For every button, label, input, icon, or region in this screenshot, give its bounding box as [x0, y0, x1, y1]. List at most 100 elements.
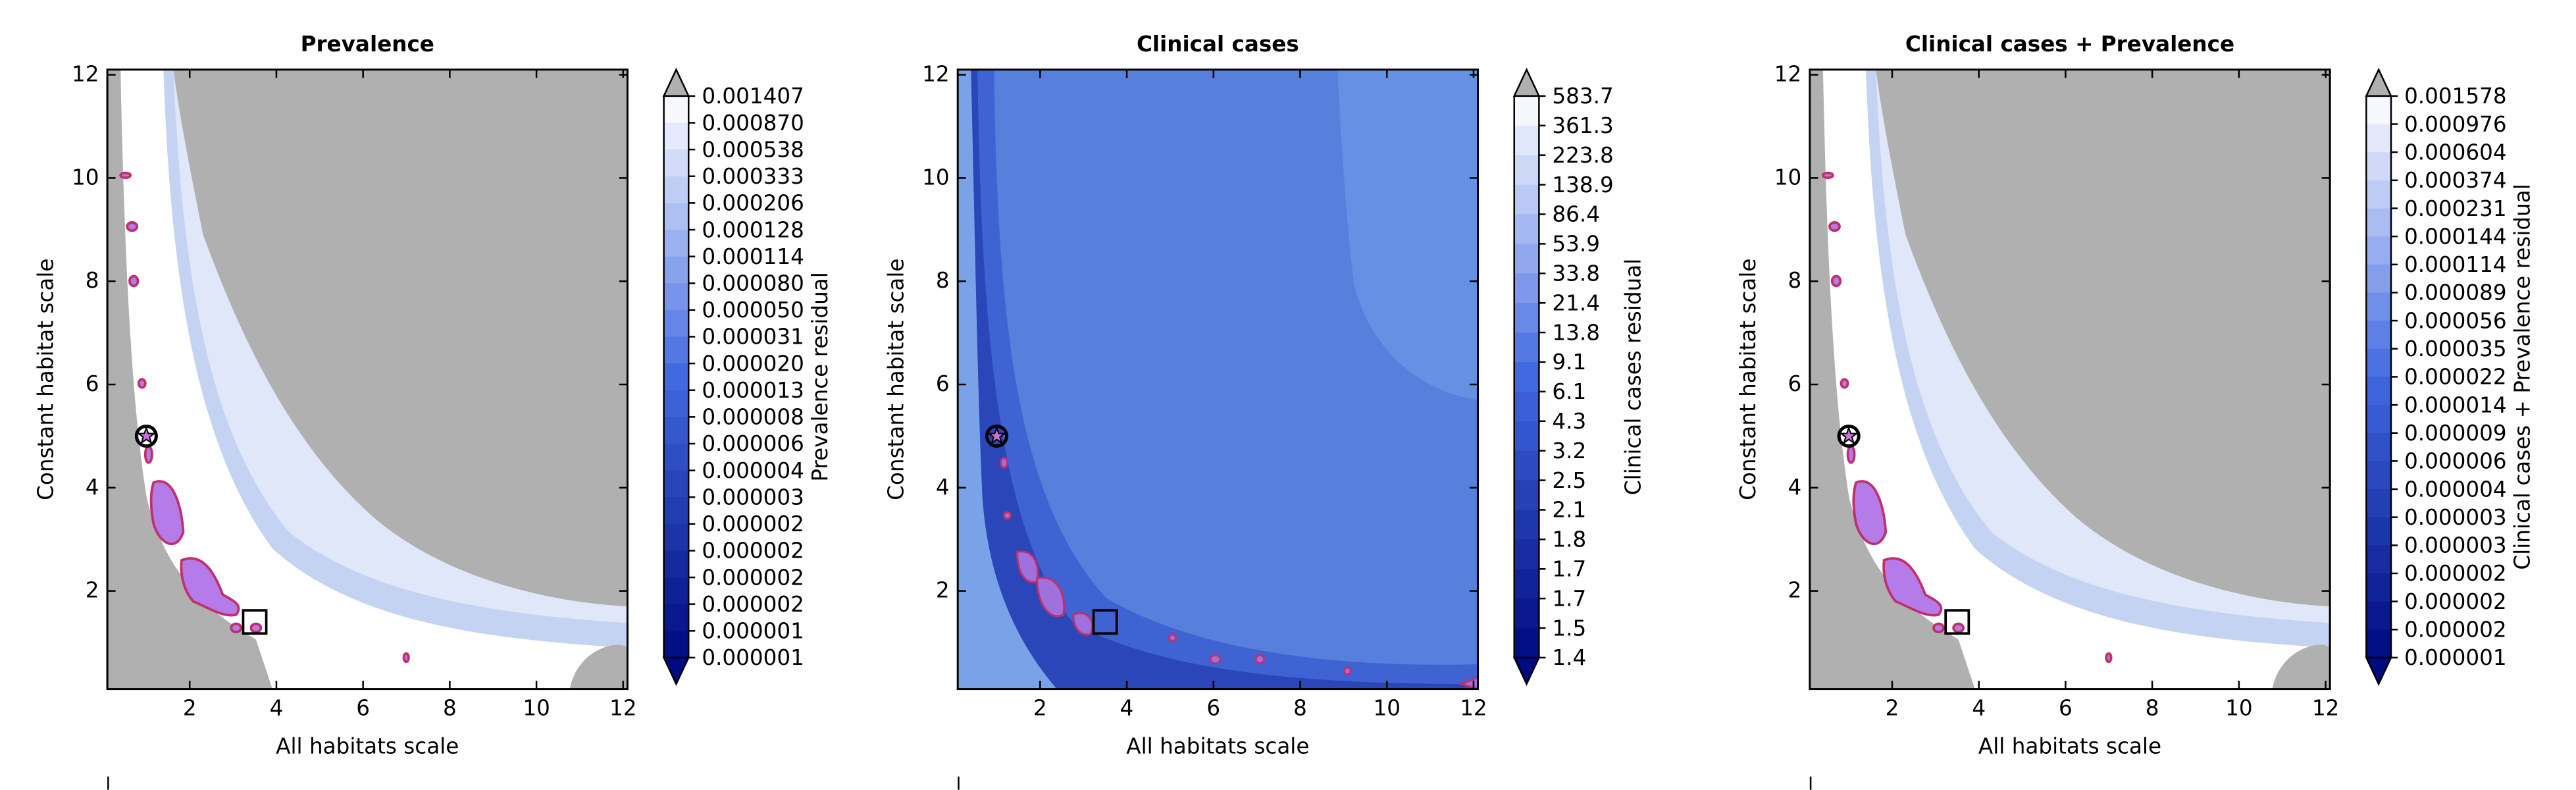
colorbar-tick-label: 138.9	[1552, 172, 1613, 198]
colorbar-label: Prevalence residual	[808, 272, 833, 481]
colorbar-segment	[1514, 450, 1539, 481]
y-tick-label: 4	[936, 475, 950, 500]
colorbar-tick-label: 0.000002	[2404, 561, 2507, 586]
colorbar-segment	[1514, 273, 1539, 303]
colorbar-tick-label: 0.000002	[702, 512, 804, 537]
x-tick-label: 8	[443, 696, 457, 721]
colorbar-tick-label: 361.3	[1552, 113, 1613, 138]
colorbar-tick-label: 13.8	[1552, 320, 1600, 345]
colorbar-extend	[662, 656, 690, 687]
colorbar-label: Clinical cases residual	[1621, 259, 1646, 495]
y-tick-label: 8	[86, 268, 99, 293]
x-tick-label: 10	[1373, 696, 1401, 721]
y-tick-label: 4	[86, 475, 99, 500]
colorbar-segment	[663, 523, 689, 552]
colorbar-tick-label: 0.000128	[702, 217, 804, 242]
colorbar-segment	[2366, 377, 2391, 406]
square-marker	[242, 609, 268, 635]
y-tick-label: 12	[1774, 62, 1802, 87]
colorbar-segment	[2366, 292, 2391, 321]
colorbar-tick-label: 2.1	[1552, 498, 1586, 523]
colorbar-segment	[1514, 510, 1539, 540]
colorbar-segment	[663, 256, 689, 284]
colorbar-segment	[2366, 321, 2391, 350]
square-marker	[1092, 609, 1118, 635]
colorbar-tick-label: 21.4	[1552, 290, 1600, 315]
colorbar-tick-label: 0.000333	[702, 164, 804, 189]
colorbar-tick-label: 0.001578	[2404, 84, 2507, 109]
colorbar-tick-label: 0.000002	[702, 565, 804, 590]
colorbar-segment	[2366, 489, 2391, 518]
contour-field	[1809, 69, 2331, 689]
colorbar-tick-label: 0.000001	[702, 619, 804, 644]
colorbar-segment	[1514, 361, 1539, 392]
x-tick-label: 2	[1033, 696, 1047, 721]
y-tick-label: 6	[86, 371, 99, 396]
x-tick-label: 4	[270, 696, 284, 721]
colorbar-tick-label: 0.000031	[702, 325, 804, 350]
colorbar-segment	[663, 550, 689, 578]
colorbar-segment	[2366, 405, 2391, 434]
colorbar-frame	[663, 95, 690, 659]
colorbar-segment	[1514, 421, 1539, 452]
colorbar-segment	[2366, 461, 2391, 490]
colorbar-tick-label: 4.3	[1552, 409, 1586, 434]
colorbar-tick-label: 0.000008	[702, 405, 804, 430]
colorbar-segment	[663, 631, 689, 658]
colorbar-tick-label: 0.000002	[2404, 589, 2507, 614]
colorbar-tick-label: 0.000020	[702, 351, 804, 376]
colorbar-segment	[2366, 433, 2391, 462]
y-tick-label: 4	[1788, 475, 1802, 500]
colorbar-segment	[663, 95, 689, 124]
y-axis-label: Constant habitat scale	[883, 259, 908, 500]
star-marker	[136, 425, 157, 444]
y-tick-label: 8	[936, 268, 950, 293]
colorbar-tick-label: 0.000231	[2404, 196, 2507, 221]
colorbar-segment	[663, 577, 689, 605]
y-axis-label: Constant habitat scale	[1736, 259, 1761, 500]
x-tick-label: 12	[609, 696, 637, 721]
colorbar-segment	[663, 604, 689, 632]
colorbar-segment	[1514, 539, 1539, 569]
colorbar-tick-label: 53.9	[1552, 232, 1600, 257]
colorbar-segment	[1514, 303, 1539, 333]
colorbar-segment	[1514, 332, 1539, 363]
colorbar-segment	[663, 229, 689, 257]
colorbar-tick-label: 0.000114	[702, 244, 804, 269]
colorbar-tick-label: 0.000003	[2404, 505, 2507, 530]
colorbar-extend	[1512, 67, 1541, 97]
colorbar-segment	[2366, 629, 2391, 658]
colorbar-frame	[1513, 95, 1540, 659]
colorbar-segment	[2366, 152, 2391, 181]
colorbar-segment	[1514, 184, 1539, 215]
colorbar-segment	[1514, 598, 1539, 629]
colorbar-segment	[663, 283, 689, 311]
colorbar-tick-label: 0.000006	[702, 431, 804, 456]
colorbar-segment	[663, 470, 689, 498]
colorbar-tick-label: 0.000206	[702, 191, 804, 216]
colorbar-segment	[2366, 545, 2391, 574]
colorbar-tick-label: 0.000002	[2404, 618, 2507, 643]
colorbar-tick-label: 2.5	[1552, 468, 1586, 493]
colorbar-label: Clinical cases + Prevalence residual	[2510, 184, 2535, 569]
contour-field	[958, 69, 1478, 689]
panel-title: Clinical cases + Prevalence	[1905, 32, 2234, 57]
colorbar-tick-label: 0.000001	[702, 645, 804, 670]
axes-frame	[956, 68, 1480, 691]
colorbar-segment	[2366, 124, 2391, 153]
panel-title: Clinical cases	[1137, 32, 1299, 57]
star-marker	[1839, 425, 1859, 444]
colorbar-tick-label: 0.000089	[2404, 280, 2507, 305]
y-tick-label: 6	[936, 371, 950, 396]
colorbar-extend	[662, 67, 690, 97]
y-tick-label: 10	[72, 165, 99, 190]
colorbar-tick-label: 0.000604	[2404, 140, 2507, 165]
colorbar-extend	[2365, 67, 2392, 97]
colorbar-segment	[2366, 601, 2391, 631]
colorbar-segment	[1514, 125, 1539, 156]
colorbar-segment	[2366, 95, 2391, 125]
colorbar-segment	[1514, 214, 1539, 245]
colorbar-tick-label: 0.000013	[702, 378, 804, 403]
x-tick-label: 10	[2225, 696, 2253, 721]
colorbar-tick-label: 0.001407	[702, 84, 804, 109]
